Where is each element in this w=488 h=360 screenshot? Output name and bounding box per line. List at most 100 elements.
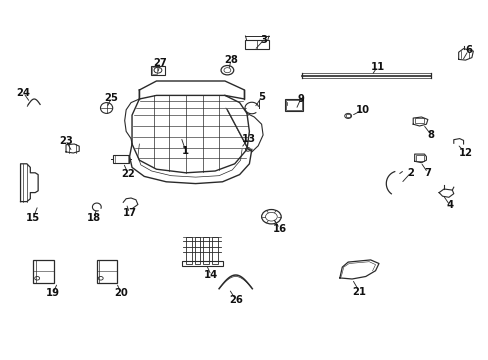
Bar [203, 237, 209, 264]
Point [98, 106, 103, 110]
Point [255, 98, 261, 102]
Text: 11: 11 [369, 62, 384, 72]
Point [130, 135, 136, 139]
Point [183, 171, 188, 175]
Point [136, 97, 142, 101]
Point [110, 157, 116, 161]
Point [245, 124, 251, 128]
Point [180, 244, 186, 249]
Point [218, 244, 224, 249]
Point [114, 269, 120, 274]
Text: 4: 4 [446, 200, 452, 210]
Point [151, 165, 157, 170]
Line: 2 pts: 2 pts [27, 104, 28, 106]
Text: 1: 1 [182, 146, 189, 156]
Point [51, 269, 57, 274]
Text: 5: 5 [258, 92, 264, 102]
Point [136, 156, 142, 161]
Bar [152, 67, 157, 74]
Text: 6: 6 [464, 45, 471, 55]
Point [243, 156, 249, 161]
Line: 2 pts: 2 pts [227, 110, 248, 149]
Point [460, 46, 466, 51]
Point [124, 161, 130, 165]
Point [242, 34, 248, 38]
Point [94, 269, 100, 274]
Bar [284, 99, 303, 111]
Bar [97, 260, 117, 283]
Point [132, 145, 138, 150]
Point [103, 101, 109, 105]
Point [299, 76, 305, 80]
Point [24, 162, 30, 166]
Point [243, 106, 248, 110]
Text: 18: 18 [87, 213, 101, 223]
Bar [285, 100, 301, 110]
Text: 7: 7 [424, 168, 430, 178]
Point [299, 73, 305, 78]
Point [396, 171, 402, 176]
Text: 15: 15 [26, 213, 40, 223]
Point [112, 153, 118, 157]
Point [244, 145, 250, 150]
Point [299, 71, 305, 75]
Point [427, 73, 433, 78]
Point [450, 185, 456, 189]
Point [265, 34, 271, 38]
Point [73, 151, 79, 155]
Point [126, 157, 132, 161]
Point [457, 49, 463, 53]
Bar [182, 261, 223, 266]
Text: 28: 28 [224, 55, 237, 66]
Point [25, 102, 31, 107]
Point [216, 168, 222, 172]
Point [73, 142, 79, 146]
Point [109, 106, 115, 110]
Point [33, 258, 39, 262]
Text: 8: 8 [427, 130, 434, 140]
Bar [113, 155, 129, 163]
Text: 25: 25 [104, 93, 118, 103]
Bar [185, 237, 191, 264]
Point [244, 113, 250, 117]
Point [96, 280, 102, 285]
Point [399, 170, 405, 174]
Point [216, 93, 222, 98]
Point [66, 151, 72, 155]
Point [427, 76, 433, 81]
Point [24, 104, 30, 108]
Point [299, 76, 305, 81]
Point [24, 199, 30, 204]
Point [427, 76, 433, 80]
Point [133, 106, 139, 110]
Point [283, 99, 289, 104]
Point [466, 56, 471, 60]
Point [131, 113, 137, 117]
Point [183, 93, 188, 98]
Point [240, 99, 245, 103]
Bar [414, 118, 424, 123]
Point [241, 97, 247, 101]
Text: 10: 10 [355, 105, 369, 115]
Line: 2 pts: 2 pts [225, 108, 246, 148]
Point [96, 258, 102, 262]
Point [180, 239, 186, 243]
Bar [415, 155, 423, 161]
Point [427, 71, 433, 75]
Point [103, 111, 109, 115]
Bar [346, 114, 349, 117]
Point [440, 183, 446, 188]
Line: 2 pts: 2 pts [267, 36, 268, 40]
Point [218, 234, 224, 239]
Text: 3: 3 [260, 35, 267, 45]
Text: 13: 13 [241, 134, 255, 144]
Point [440, 187, 446, 191]
Line: 2 pts: 2 pts [399, 172, 402, 174]
Text: 26: 26 [228, 294, 242, 305]
Bar [212, 237, 218, 264]
Point [30, 269, 36, 274]
Bar [194, 237, 200, 264]
Bar [33, 260, 54, 283]
Point [218, 250, 224, 254]
Point [243, 37, 249, 42]
